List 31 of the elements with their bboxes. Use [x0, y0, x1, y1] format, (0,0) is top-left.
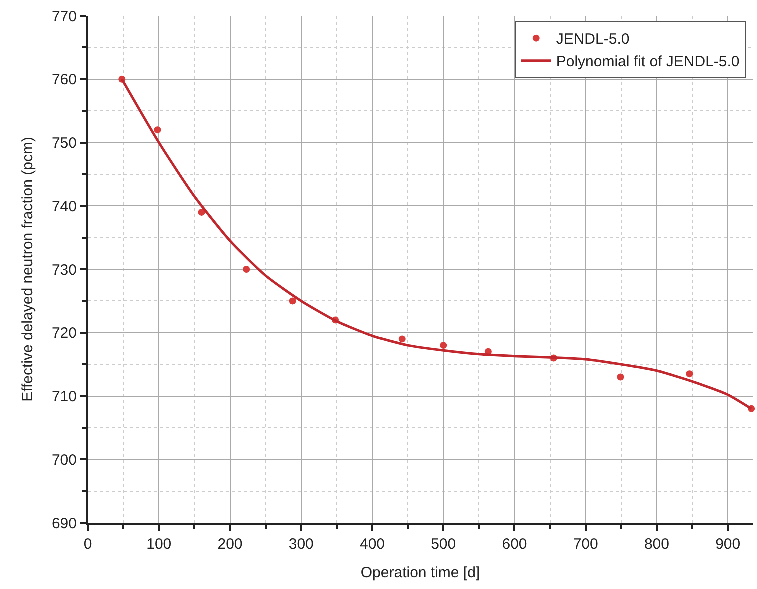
y-tick-label: 740	[52, 198, 77, 216]
y-tick-label: 710	[52, 388, 77, 406]
point	[289, 298, 296, 305]
y-tick-label: 770	[52, 8, 77, 26]
x-tick-label: 900	[716, 536, 741, 553]
point	[398, 336, 406, 343]
x-tick-label: 600	[502, 536, 528, 553]
point	[154, 126, 162, 134]
x-tick-label: 700	[573, 536, 598, 553]
x-tick-label: 800	[644, 536, 670, 553]
x-tick-label: 400	[360, 536, 386, 553]
y-tick-label: 730	[52, 262, 77, 279]
x-axis-title: Operation time [d]	[360, 564, 480, 582]
y-tick-label: 690	[52, 515, 77, 532]
x-tick-label: 100	[146, 536, 172, 553]
x-tick-label: 200	[218, 536, 243, 553]
x-tick-label: 300	[288, 536, 314, 553]
y-tick-label: 760	[52, 72, 77, 89]
y-tick-label: 720	[52, 325, 77, 342]
legend-label: Polynomial fit of JENDL-5.0	[556, 54, 740, 71]
point	[243, 266, 250, 273]
legend-label: JENDL-5.0	[556, 31, 630, 48]
x-tick-label: 0	[84, 536, 92, 553]
point	[617, 374, 624, 381]
y-tick-label: 700	[52, 452, 77, 469]
point	[440, 342, 448, 350]
y-axis-title: Effective delayed neutron fraction (pcm)	[20, 137, 37, 402]
point	[686, 370, 694, 378]
x-tick-label: 500	[431, 536, 456, 553]
y-tick-label: 750	[52, 135, 77, 152]
point	[198, 208, 206, 216]
